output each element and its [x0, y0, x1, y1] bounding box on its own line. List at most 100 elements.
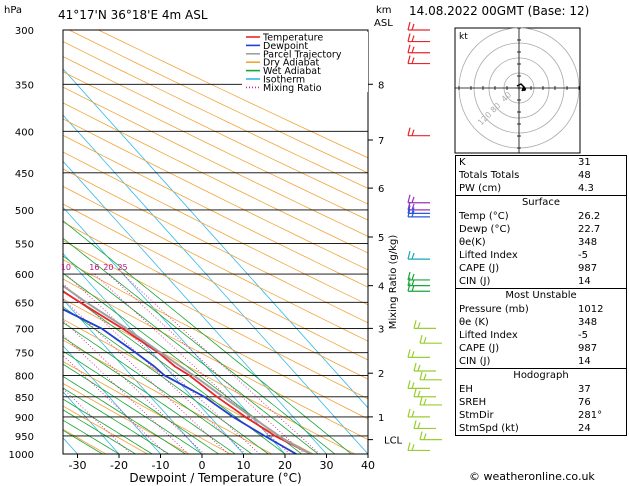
wind-barb-flag	[407, 201, 411, 211]
wind-barb-flag	[411, 273, 415, 281]
wind-barb-flag	[407, 250, 411, 260]
location-title: 41°17'N 36°18'E 4m ASL	[58, 8, 208, 22]
wind-barb-flag	[419, 396, 423, 406]
wind-barb-flag	[411, 207, 415, 214]
wind-barb-flag	[411, 252, 415, 260]
legend-background	[242, 32, 368, 92]
wind-barb-flag	[417, 422, 421, 429]
legend-item: Isotherm	[263, 75, 305, 86]
dry-adiabat-line	[63, 71, 368, 221]
wet-adiabat-line	[63, 322, 253, 454]
mixing-ratio-line	[108, 273, 305, 454]
dry-adiabat-line	[63, 134, 368, 288]
wind-barb-flag	[413, 320, 417, 329]
x-tick-label: -30	[69, 459, 87, 472]
wet-adiabat-line	[63, 336, 236, 454]
datetime-label: 14.08.2022 00GMT (Base: 12)	[409, 4, 590, 18]
wind-barb-flag	[411, 23, 415, 31]
isotherm-line	[63, 206, 286, 454]
indices-box: K 31 Totals Totals 48 PW (cm) 4.3 Surface T…	[455, 155, 627, 436]
legend-item: Parcel Trajectory	[263, 49, 342, 60]
surface-label: θe(K)	[459, 237, 486, 248]
surface-label: CIN (J)	[459, 276, 491, 287]
km-tick-label: 1	[378, 413, 384, 424]
wet-adiabat-line	[63, 387, 170, 454]
isobar-lines	[63, 29, 368, 455]
mixing-ratio-line	[94, 273, 290, 454]
lcl-label: LCL	[384, 436, 403, 447]
x-tick-label: -10	[152, 459, 170, 472]
dry-adiabat-line	[98, 30, 368, 159]
wind-barb-flag	[411, 129, 415, 136]
wet-adiabat-line	[63, 398, 153, 454]
unstable-value: 14	[578, 356, 591, 367]
km-tick-label: 7	[378, 136, 384, 147]
pressure-tick-label: 650	[15, 298, 34, 309]
wind-barb-flag	[407, 127, 411, 136]
wet-adiabat-line	[63, 363, 203, 454]
surface-row: Temp (°C) 26.2	[456, 210, 626, 223]
wind-barb-flag	[419, 335, 423, 344]
surface-row: Dewp (°C) 22.7	[456, 223, 626, 236]
wind-barb-flag	[411, 57, 415, 64]
dry-adiabat-line	[63, 56, 368, 205]
surface-row: Lifted Index -5	[456, 249, 626, 262]
wind-barbs	[407, 21, 442, 452]
wind-barb-flag	[423, 398, 427, 406]
hodo-stat-row: EH 37	[456, 383, 626, 396]
surface-label: CAPE (J)	[459, 263, 500, 274]
hodograph-storm-marker	[522, 87, 526, 91]
dry-adiabat-line	[63, 41, 368, 189]
wind-barb-flag	[419, 431, 423, 440]
mixing-ratio-label: 25	[117, 263, 127, 272]
pressure-tick-label: 700	[15, 324, 34, 335]
dry-adiabat-line	[63, 278, 368, 440]
pressure-tick-label: 450	[15, 169, 34, 180]
asl-label: ASL	[374, 18, 393, 29]
dry-adiabat-line	[63, 86, 368, 237]
km-tick-label: 6	[378, 184, 384, 195]
wind-barb-flag	[407, 408, 411, 418]
unstable-label: θe (K)	[459, 317, 489, 328]
wind-barb-flag	[407, 277, 411, 286]
surface-label: Dewp (°C)	[459, 224, 511, 235]
x-tick-label: -20	[110, 459, 128, 472]
unstable-row: Lifted Index -5	[456, 329, 626, 342]
totals-label: Totals Totals	[459, 170, 520, 181]
pressure-tick-label: 500	[15, 206, 34, 217]
km-tick-label: 8	[378, 80, 384, 91]
hodo-stat-label: StmSpd (kt)	[459, 423, 519, 434]
surface-row: θe(K) 348	[456, 236, 626, 249]
wind-barb-flag	[407, 55, 411, 64]
wind-barb-flag	[411, 351, 415, 358]
wind-barb-flag	[407, 33, 411, 42]
hodograph-title: Hodograph	[513, 370, 569, 381]
mixing-ratio-label: 10	[61, 263, 71, 272]
hodo-stat-label: SREH	[459, 397, 487, 408]
hodo-stat-row: SREH 76	[456, 396, 626, 409]
dry-adiabat-line	[63, 382, 190, 454]
wind-barb-flag	[411, 410, 415, 418]
dry-adiabat-line	[63, 102, 368, 254]
dry-adiabat-line	[63, 405, 148, 454]
surface-value: 987	[578, 263, 598, 274]
wind-barb-flag	[407, 205, 411, 214]
wind-barb-flag	[407, 349, 411, 358]
km-tick-label: 5	[378, 233, 384, 244]
plot-frame	[62, 29, 369, 455]
wind-barb-flag	[411, 35, 415, 42]
km-tick-label: 2	[378, 369, 384, 380]
pw-label: PW (cm)	[459, 183, 502, 194]
mixing-ratio-label: 16	[89, 263, 99, 272]
hodo-stat-label: StmDir	[459, 410, 494, 421]
km-tick-label: 3	[378, 324, 384, 335]
x-tick-label: 10	[237, 459, 251, 472]
wind-barb-flag	[411, 46, 415, 53]
unstable-value: -5	[578, 330, 588, 341]
surface-label: Lifted Index	[459, 250, 518, 261]
wind-barb-flag	[411, 285, 415, 292]
mixing-ratio-line	[63, 283, 246, 454]
pressure-tick-label: 850	[15, 393, 34, 404]
wet-adiabat-line	[63, 306, 269, 454]
